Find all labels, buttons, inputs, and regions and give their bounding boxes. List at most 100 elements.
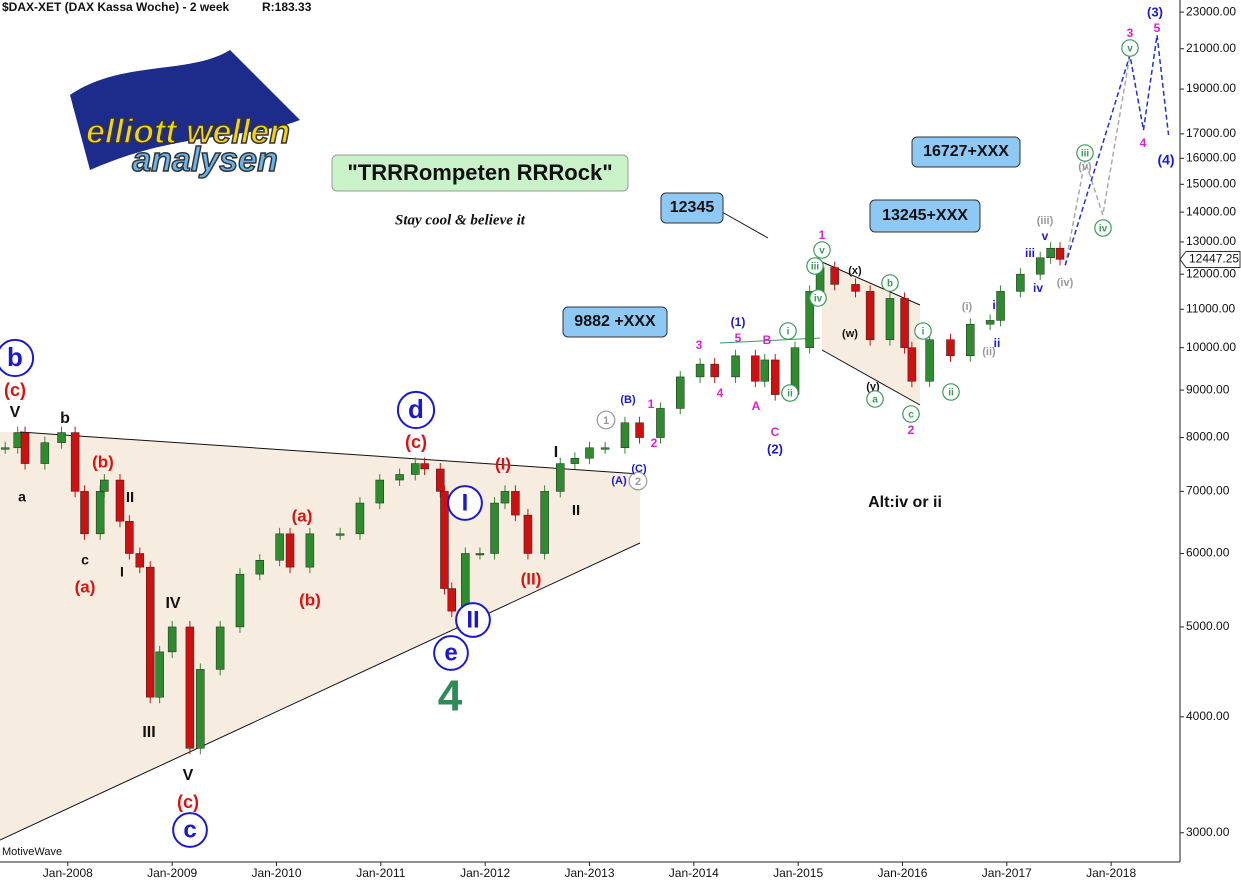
wave-label: iii <box>811 262 820 273</box>
wave-label: II <box>126 489 134 506</box>
candle <box>805 291 814 348</box>
wave-circle <box>172 812 208 848</box>
candle <box>305 533 315 568</box>
y-tick-label: 7000.00 <box>1186 484 1230 498</box>
candle <box>335 533 345 536</box>
wave-label: a <box>18 489 26 505</box>
wave-label: iv <box>814 294 823 305</box>
wave-label: (4) <box>1157 152 1174 168</box>
logo-line1: elliott wellen <box>86 113 290 151</box>
wave-label: ii <box>787 389 793 400</box>
green-line <box>719 337 821 344</box>
candle <box>196 669 205 749</box>
banner-box <box>331 154 629 192</box>
wave-label: 1 <box>648 397 655 411</box>
logo-flag <box>70 50 300 170</box>
pointer-line <box>721 211 769 239</box>
x-tick-label: Jan-2011 <box>356 866 405 880</box>
wave-label: (A) <box>611 475 627 487</box>
wave-label: c <box>908 410 914 421</box>
wave-label: b <box>7 342 23 372</box>
wave-label: (3) <box>1147 4 1163 19</box>
wave-label: (iv) <box>1057 277 1074 289</box>
wave-label: v <box>1127 44 1133 55</box>
logo-line2: analysen <box>132 141 278 179</box>
wave-label: e <box>444 639 457 666</box>
target-text: 9882 +XXX <box>574 313 656 330</box>
y-tick-label: 16000.00 <box>1186 150 1236 164</box>
wave-label: (w) <box>842 328 858 340</box>
x-tick-label: Jan-2010 <box>251 866 301 880</box>
wave-label: v <box>1042 229 1049 243</box>
candle <box>635 422 644 438</box>
candle <box>20 432 30 464</box>
candle <box>145 566 155 698</box>
candle <box>556 463 565 492</box>
wave-circle <box>447 485 483 521</box>
banner-subtitle: Stay cool & believe it <box>395 212 526 228</box>
y-tick-label: 3000.00 <box>1186 825 1230 839</box>
header-title: $DAX-XET (DAX Kassa Woche) - 2 week <box>2 0 230 14</box>
wave-label: (ii) <box>982 346 996 358</box>
wave-label: b <box>60 410 70 427</box>
wave-label: A <box>752 399 761 413</box>
candle <box>523 514 533 554</box>
wave-label: II <box>572 502 580 519</box>
candle <box>695 363 705 378</box>
candle <box>40 442 50 464</box>
candle <box>57 432 66 443</box>
candle <box>80 491 89 535</box>
wave-label: (y) <box>866 381 880 393</box>
wave-label: (iii) <box>1037 215 1054 227</box>
wave-label: d <box>408 394 424 424</box>
candle <box>656 408 665 438</box>
x-tick-label: Jan-2016 <box>877 866 927 880</box>
candle <box>155 651 164 698</box>
candle <box>570 457 580 464</box>
wave-label: 1 <box>603 415 609 427</box>
triangle-shade <box>0 432 640 840</box>
candle <box>620 422 630 449</box>
wave-label: V <box>183 767 194 784</box>
wave-label: (b) <box>299 590 321 609</box>
candle <box>375 479 385 504</box>
candle <box>675 376 685 409</box>
wave-label: IV <box>165 595 180 612</box>
watermark: MotiveWave <box>2 846 62 858</box>
candle <box>585 447 594 459</box>
wave-label: 5 <box>735 331 742 345</box>
candle <box>70 432 80 492</box>
wave-label: c <box>81 552 89 568</box>
last-price-label: 12447.25 <box>1189 252 1239 266</box>
y-tick-label: 9000.00 <box>1186 382 1230 396</box>
wave-label: (I) <box>495 454 511 473</box>
candle <box>1055 247 1065 260</box>
candle <box>865 291 875 340</box>
wave-label: iii <box>1025 246 1035 260</box>
x-tick-label: Jan-2015 <box>773 866 823 880</box>
triangle-upper <box>19 431 641 475</box>
candle <box>125 520 134 554</box>
wave-circle <box>809 289 827 307</box>
wave-label: iii <box>1081 149 1090 160</box>
y-tick-label: 11000.00 <box>1186 301 1235 315</box>
wave-label: (c) <box>405 432 427 452</box>
wave-label: (B) <box>620 394 636 406</box>
y-tick-label: 5000.00 <box>1186 619 1230 633</box>
wave-label: (v) <box>1078 161 1092 173</box>
candle <box>925 339 934 382</box>
target-text: 13245+XXX <box>882 207 968 224</box>
wave-circle <box>433 635 469 671</box>
candle <box>13 432 22 449</box>
projection-path <box>1064 35 1170 266</box>
target-box <box>562 306 668 338</box>
x-tick-label: Jan-2018 <box>1086 866 1136 880</box>
channel-lower <box>821 349 921 406</box>
wave-label: C <box>771 425 780 439</box>
triangle-lower <box>0 542 641 841</box>
y-tick-label: 10000.00 <box>1186 340 1236 354</box>
y-tick-label: 14000.00 <box>1186 204 1236 218</box>
x-tick-label: Jan-2012 <box>460 866 510 880</box>
candle <box>410 463 420 475</box>
